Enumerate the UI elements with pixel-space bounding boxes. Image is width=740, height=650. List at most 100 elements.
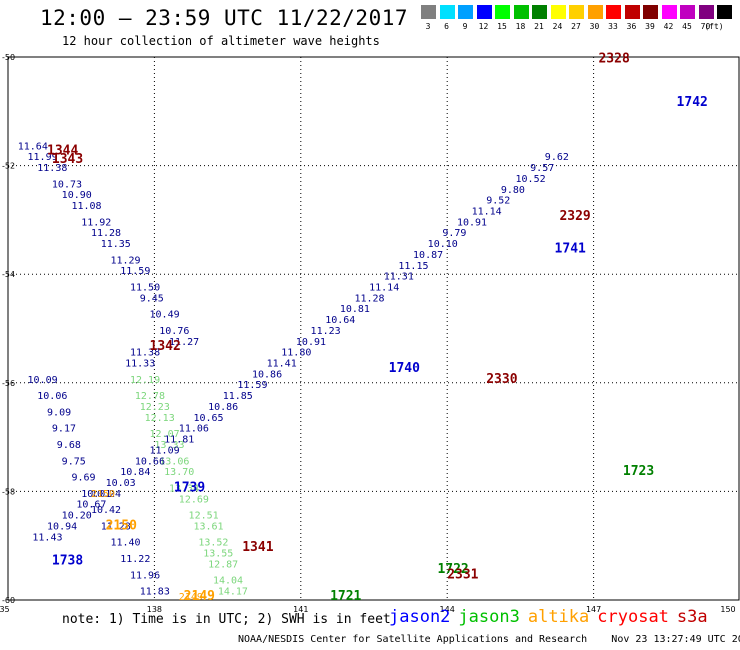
data-point-label: 11.08	[71, 201, 101, 212]
data-point-label: 11.28	[354, 293, 384, 304]
data-point-label: 13.55	[203, 549, 233, 560]
data-point-label: 10.91	[457, 217, 487, 228]
y-tick-label: -60	[2, 596, 15, 605]
page-title: 12:00 – 23:59 UTC 11/22/2017	[40, 6, 409, 30]
data-point-label: 11.33	[125, 359, 155, 370]
pass-label: 1723	[623, 464, 654, 479]
x-tick-label: 138	[147, 605, 162, 614]
pass-label: 1342	[150, 339, 181, 354]
data-point-label: 10.66	[135, 456, 165, 467]
data-point-label: 13.70	[164, 467, 194, 478]
data-point-label: 11.92	[81, 217, 111, 228]
pass-label: 1343	[52, 152, 83, 167]
pass-label: 1738	[52, 554, 83, 569]
data-point-label: 11.96	[130, 570, 160, 581]
data-point-label: 10.65	[193, 413, 223, 424]
data-point-label: 12.19	[130, 375, 160, 386]
data-point-label: 13.06	[159, 456, 189, 467]
footer-note: note: 1) Time is in UTC; 2) SWH is in fe…	[62, 612, 391, 627]
data-point-label: 11.50	[130, 282, 160, 293]
footer-credit: NOAA/NESDIS Center for Satellite Applica…	[238, 634, 740, 645]
data-point-label: 11.27	[169, 337, 199, 348]
data-point-label: 9.45	[140, 293, 164, 304]
pass-label: 2330	[486, 372, 517, 387]
legend-item-s3a: s3a	[676, 607, 708, 627]
data-point-label: 11.85	[223, 391, 253, 402]
scale-label: 45	[682, 22, 692, 31]
scale-swatch	[458, 5, 473, 19]
scale-swatch	[439, 5, 455, 19]
data-point-label: 10.20	[62, 511, 92, 522]
data-point-label: 12.23	[140, 402, 170, 413]
data-point-label: 12.78	[135, 391, 165, 402]
data-point-label: 11.14	[472, 206, 502, 217]
pass-label: 2149	[184, 589, 215, 604]
data-point-label: 10.52	[516, 174, 546, 185]
data-point-label: 11.80	[281, 348, 311, 359]
data-point-label: 14.17	[218, 587, 248, 598]
data-point-label: 10.24	[91, 489, 121, 500]
scale-label: 21	[534, 22, 544, 31]
data-point-label: 11.31	[384, 272, 414, 283]
data-point-label: 13.52	[198, 538, 228, 549]
data-point-label: 9.09	[47, 407, 71, 418]
scale-swatch	[421, 5, 436, 19]
data-point-label: 10.86	[252, 369, 282, 380]
scale-swatch	[624, 5, 640, 19]
data-point-label: 10.90	[62, 190, 92, 201]
legend-item-jason2: jason2	[389, 607, 451, 627]
data-point-label: 11.59	[120, 266, 150, 277]
data-point-label: 9.79	[442, 228, 466, 239]
data-point-label: 9.75	[62, 456, 86, 467]
x-tick-label: 144	[440, 605, 455, 614]
data-point-label: 10.94	[47, 521, 77, 532]
data-point-label: 10.64	[325, 315, 355, 326]
pass-label: 2331	[447, 567, 478, 582]
pass-label: 1742	[677, 95, 708, 110]
data-point-label: 10.03	[106, 478, 136, 489]
scale-label: 6	[444, 22, 449, 31]
scale-label: 36	[626, 22, 637, 31]
pass-label: 1341	[242, 540, 273, 555]
data-point-label: 10.81	[340, 304, 370, 315]
scale-unit-label: (ft)	[704, 22, 724, 31]
data-point-label: 9.68	[57, 440, 81, 451]
pass-label: 1344	[47, 144, 78, 159]
data-point-label: 13.61	[193, 521, 223, 532]
legend-item-jason3: jason3	[458, 607, 520, 627]
y-tick-label: -58	[2, 487, 15, 496]
scale-swatch	[587, 5, 603, 19]
data-point-label: 9.52	[486, 196, 510, 207]
scale-swatch	[698, 5, 714, 19]
data-point-label: 11.38	[37, 163, 67, 174]
x-tick-label: 135	[0, 605, 10, 614]
footer-center: NOAA/NESDIS Center for Satellite Applica…	[238, 634, 588, 645]
data-point-label: 9.57	[530, 163, 554, 174]
scale-swatch	[717, 5, 732, 19]
data-point-label: 11.64	[18, 141, 48, 152]
scale-label: 12	[478, 22, 489, 31]
scale-label: 24	[552, 22, 563, 31]
data-point-label: 10.06	[37, 391, 67, 402]
scale-swatch	[606, 5, 621, 19]
plot-frame	[7, 56, 740, 601]
scale-swatch	[495, 5, 510, 19]
data-point-label: 11.09	[150, 445, 180, 456]
data-point-label: 10.73	[52, 179, 82, 190]
scale-label: 18	[515, 22, 526, 31]
data-point-label: 11.81	[164, 435, 194, 446]
data-point-label: 12.07	[150, 429, 180, 440]
scale-swatch	[643, 5, 658, 19]
data-point-label: 10.84	[120, 467, 150, 478]
scale-label: 42	[663, 22, 674, 31]
data-point-label: 11.29	[110, 255, 140, 266]
scale-label: 30	[589, 22, 600, 31]
pass-label: 1740	[389, 361, 420, 376]
data-point-label: 11.28	[101, 521, 131, 532]
data-point-label: 12.69	[179, 494, 209, 505]
scale-swatch	[476, 5, 492, 19]
scale-label: 27	[571, 22, 581, 31]
scale-label: 33	[608, 22, 618, 31]
data-point-label: 13.34	[169, 483, 199, 494]
